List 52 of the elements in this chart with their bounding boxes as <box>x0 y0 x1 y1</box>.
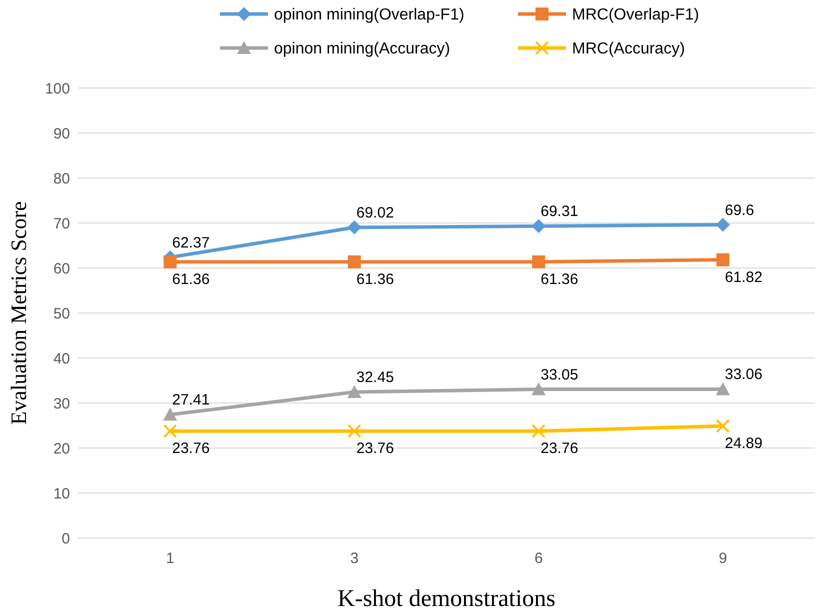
x-axis-title: K-shot demonstrations <box>338 586 556 612</box>
point <box>347 424 362 438</box>
point <box>532 219 546 234</box>
data-label: 69.02 <box>356 204 394 222</box>
data-label: 23.76 <box>172 440 210 458</box>
point <box>347 220 362 234</box>
y-axis-title: Evaluation Metrics Score <box>6 201 31 425</box>
point <box>716 253 730 266</box>
point <box>716 382 730 396</box>
point <box>716 418 730 433</box>
data-label: 32.45 <box>356 368 394 386</box>
y-tick-label: 100 <box>44 80 70 98</box>
point <box>163 408 178 421</box>
data-label: 61.36 <box>356 270 394 288</box>
data-label: 62.37 <box>172 234 210 252</box>
data-label: 69.31 <box>540 203 578 220</box>
point <box>532 255 546 268</box>
point <box>348 255 361 268</box>
point <box>347 384 362 398</box>
point <box>164 255 177 268</box>
x-tick-label: 6 <box>534 550 543 567</box>
y-tick-label: 20 <box>53 440 70 458</box>
y-tick-label: 30 <box>53 395 70 412</box>
y-tick-label: 90 <box>53 125 70 142</box>
legend-label: opinon mining(Accuracy) <box>274 40 450 58</box>
legend-label: opinon mining(Overlap-F1) <box>274 6 464 24</box>
data-label: 69.6 <box>724 202 754 219</box>
data-label: 23.76 <box>356 440 394 458</box>
data-label: 24.89 <box>724 434 762 452</box>
point <box>163 424 178 438</box>
data-label: 61.82 <box>724 268 762 286</box>
point <box>532 424 546 438</box>
data-label: 33.05 <box>540 366 578 384</box>
data-label: 33.06 <box>724 366 762 384</box>
point <box>716 218 730 232</box>
point <box>532 382 546 396</box>
y-tick-label: 40 <box>53 350 70 368</box>
data-label: 27.41 <box>172 392 210 409</box>
x-tick-label: 1 <box>166 550 174 567</box>
y-tick-label: 0 <box>62 530 70 548</box>
y-tick-label: 10 <box>53 485 70 502</box>
x-tick-label: 3 <box>350 550 359 567</box>
y-tick-label: 50 <box>53 305 70 322</box>
y-tick-label: 60 <box>53 260 70 278</box>
data-label: 61.36 <box>172 270 210 288</box>
y-tick-label: 80 <box>53 170 70 188</box>
y-tick-label: 70 <box>53 215 70 232</box>
data-label: 61.36 <box>540 270 578 288</box>
x-tick-label: 9 <box>718 550 728 567</box>
legend-label: MRC(Overlap-F1) <box>572 6 700 24</box>
data-label: 23.76 <box>540 440 578 458</box>
legend-label: MRC(Accuracy) <box>572 40 685 58</box>
